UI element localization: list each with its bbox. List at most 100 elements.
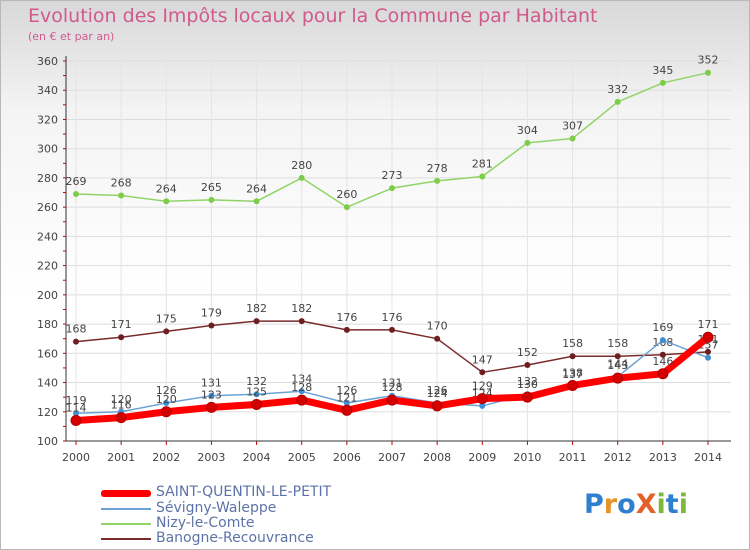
data-label-banogne-recouvrance: 175 [156, 312, 177, 325]
data-label-saint-quentin-le-petit: 125 [246, 385, 267, 398]
x-tick-label: 2005 [288, 451, 316, 464]
y-tick-label: 300 [37, 143, 58, 156]
data-label-saint-quentin-le-petit: 114 [66, 402, 87, 415]
data-label-saint-quentin-le-petit: 124 [427, 387, 448, 400]
data-label-saint-quentin-le-petit: 123 [201, 388, 222, 401]
y-tick-label: 340 [37, 84, 58, 97]
data-point-banogne-recouvrance [343, 326, 350, 333]
data-label-nizy-le-comte: 280 [291, 159, 312, 172]
data-label-sevigny-waleppe: 132 [517, 375, 538, 388]
data-point-banogne-recouvrance [208, 322, 215, 329]
data-label-nizy-le-comte: 265 [201, 181, 222, 194]
data-point-nizy-le-comte [434, 177, 441, 184]
data-point-nizy-le-comte [479, 173, 486, 180]
x-tick-label: 2013 [649, 451, 677, 464]
data-point-nizy-le-comte [569, 135, 576, 142]
data-label-saint-quentin-le-petit: 128 [291, 381, 312, 394]
data-point-sevigny-waleppe [163, 400, 170, 406]
proxiti-logo: ProXiti [584, 489, 688, 520]
data-point-banogne-recouvrance [73, 338, 79, 345]
data-point-nizy-le-comte [343, 204, 350, 211]
data-label-sevigny-waleppe: 134 [291, 372, 312, 385]
x-tick-label: 2009 [468, 451, 496, 464]
data-label-banogne-recouvrance: 170 [427, 320, 448, 333]
data-label-saint-quentin-le-petit: 116 [111, 399, 132, 412]
data-point-banogne-recouvrance [524, 362, 531, 368]
y-tick-label: 180 [37, 318, 58, 331]
data-point-saint-quentin-le-petit [702, 331, 714, 343]
data-point-nizy-le-comte [389, 185, 395, 192]
data-point-nizy-le-comte [163, 198, 170, 205]
data-point-banogne-recouvrance [705, 348, 711, 355]
data-point-saint-quentin-le-petit [251, 398, 263, 410]
data-label-banogne-recouvrance: 179 [201, 307, 222, 320]
data-point-nizy-le-comte [298, 174, 305, 181]
data-point-saint-quentin-le-petit [476, 393, 488, 405]
x-tick-label: 2001 [107, 451, 135, 464]
data-label-nizy-le-comte: 278 [427, 162, 448, 175]
data-point-banogne-recouvrance [479, 369, 486, 376]
legend-label: SAINT-QUENTIN-LE-PETIT [156, 484, 332, 500]
data-point-saint-quentin-le-petit [296, 394, 308, 406]
data-point-banogne-recouvrance [659, 351, 666, 358]
y-tick-label: 100 [37, 435, 58, 448]
data-label-saint-quentin-le-petit: 146 [652, 355, 673, 368]
data-label-banogne-recouvrance: 147 [472, 353, 493, 366]
legend-swatch [101, 508, 151, 510]
logo-letter: r [603, 489, 618, 520]
x-tick-label: 2014 [694, 451, 722, 464]
legend-swatch [101, 490, 151, 497]
data-point-banogne-recouvrance [614, 353, 621, 360]
data-point-nizy-le-comte [208, 196, 215, 203]
data-label-sevigny-waleppe: 131 [201, 377, 222, 390]
y-tick-label: 280 [37, 172, 58, 185]
data-label-banogne-recouvrance: 168 [66, 323, 87, 336]
data-label-saint-quentin-le-petit: 171 [698, 318, 719, 331]
data-label-sevigny-waleppe: 126 [156, 384, 177, 397]
logo-letter: i [656, 489, 666, 520]
legend-label: Banogne-Recouvrance [156, 530, 314, 546]
data-label-nizy-le-comte: 260 [336, 188, 357, 201]
data-label-banogne-recouvrance: 182 [246, 302, 267, 315]
x-tick-label: 2006 [333, 451, 361, 464]
data-point-saint-quentin-le-petit [160, 406, 172, 418]
data-point-nizy-le-comte [73, 191, 79, 197]
legend-swatch [101, 523, 151, 525]
data-point-sevigny-waleppe [705, 354, 711, 361]
data-label-sevigny-waleppe: 144 [607, 358, 628, 371]
data-point-saint-quentin-le-petit [70, 415, 82, 427]
data-label-nizy-le-comte: 352 [698, 54, 719, 67]
data-label-sevigny-waleppe: 120 [111, 393, 132, 406]
data-label-saint-quentin-le-petit: 129 [472, 380, 493, 393]
data-point-saint-quentin-le-petit [205, 401, 217, 413]
x-tick-label: 2002 [152, 451, 180, 464]
data-label-nizy-le-comte: 264 [246, 182, 267, 195]
data-point-sevigny-waleppe [659, 337, 666, 344]
data-point-saint-quentin-le-petit [521, 391, 533, 403]
data-label-sevigny-waleppe: 132 [246, 375, 267, 388]
logo-letter: P [584, 489, 604, 520]
data-point-sevigny-waleppe [298, 388, 305, 395]
data-point-nizy-le-comte [614, 98, 621, 105]
data-label-banogne-recouvrance: 176 [382, 311, 403, 324]
data-point-sevigny-waleppe [253, 391, 260, 398]
data-label-saint-quentin-le-petit: 143 [607, 359, 628, 372]
logo-letter: t [665, 489, 679, 520]
data-point-sevigny-waleppe [343, 400, 350, 406]
data-point-nizy-le-comte [118, 192, 125, 199]
data-label-nizy-le-comte: 304 [517, 124, 538, 137]
data-point-banogne-recouvrance [389, 326, 395, 333]
data-point-saint-quentin-le-petit [612, 372, 624, 384]
data-label-saint-quentin-le-petit: 121 [336, 391, 357, 404]
y-tick-label: 120 [37, 406, 58, 419]
y-tick-label: 260 [37, 201, 58, 214]
data-point-banogne-recouvrance [298, 318, 305, 325]
data-label-nizy-le-comte: 332 [607, 83, 628, 96]
data-label-sevigny-waleppe: 126 [336, 384, 357, 397]
y-tick-label: 200 [37, 289, 58, 302]
data-label-sevigny-waleppe: 169 [652, 321, 673, 334]
x-tick-label: 2011 [559, 451, 587, 464]
data-label-sevigny-waleppe: 137 [562, 368, 583, 381]
